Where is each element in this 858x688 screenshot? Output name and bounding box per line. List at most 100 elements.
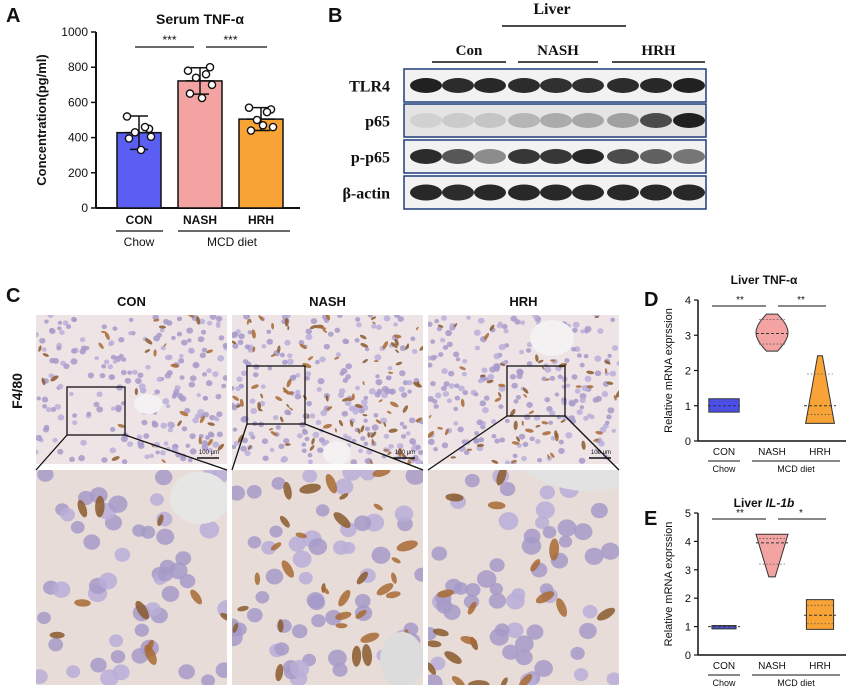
nucleus (441, 368, 448, 375)
group-label: Chow (124, 235, 155, 249)
stain-spot (277, 619, 284, 633)
stain-spot (494, 397, 502, 402)
nucleus (72, 413, 78, 418)
data-point (258, 120, 268, 130)
stain-spot (281, 560, 294, 578)
nucleus (57, 326, 62, 331)
stain-spot (42, 353, 49, 357)
stain-spot (277, 345, 281, 353)
nucleus (453, 406, 459, 412)
nucleus (441, 442, 449, 449)
stain-spot (369, 459, 373, 464)
nucleus (572, 321, 580, 328)
blot-row-label: TLR4 (349, 79, 390, 96)
nucleus (558, 535, 573, 548)
nucleus (448, 383, 455, 389)
nucleus (112, 326, 118, 331)
stain-spot (284, 443, 291, 446)
nucleus (301, 448, 307, 454)
nucleus (516, 373, 523, 380)
micro-bottom-nash (232, 470, 423, 685)
nucleus (59, 329, 65, 335)
stain-spot (419, 345, 423, 351)
nucleus (584, 547, 604, 565)
stain-spot (362, 358, 368, 364)
nucleus (101, 324, 107, 330)
nucleus (87, 372, 95, 379)
stain-spot (144, 349, 151, 353)
nucleus (428, 362, 433, 368)
stain-spot (351, 393, 355, 401)
tissue-layer (428, 470, 619, 685)
nucleus (173, 388, 180, 395)
nucleus (143, 433, 150, 439)
stain-spot (535, 591, 555, 604)
nucleus (440, 337, 446, 343)
stain-spot (537, 359, 544, 364)
nucleus (36, 434, 43, 442)
bar-hrh (238, 118, 284, 209)
stain-spot (98, 342, 104, 349)
stain-spot (322, 423, 333, 429)
nucleus (487, 373, 495, 380)
nucleus (453, 421, 459, 426)
group-label: Chow (712, 464, 736, 474)
nucleus (550, 435, 557, 441)
blot-band (540, 149, 572, 164)
stain-spot (450, 456, 456, 459)
tissue-layer (232, 470, 423, 685)
nucleus (307, 459, 313, 464)
chart-title: Liver TNF-α (731, 273, 798, 287)
x-tick-label: HRH (809, 447, 831, 458)
nucleus (466, 315, 471, 320)
nucleus (494, 438, 500, 444)
nucleus (498, 404, 504, 409)
nucleus (579, 405, 585, 410)
nucleus (238, 333, 245, 340)
blot-band (640, 113, 672, 128)
nucleus (167, 354, 173, 360)
nucleus (144, 454, 150, 460)
stain-spot (217, 443, 225, 451)
stain-spot (560, 419, 566, 423)
nucleus (454, 395, 461, 401)
nucleus (474, 345, 481, 351)
nucleus (188, 381, 196, 388)
nucleus (583, 354, 589, 359)
nucleus (48, 637, 64, 652)
stain-spot (251, 384, 259, 389)
nucleus (515, 635, 534, 653)
zoom-connector (304, 423, 424, 471)
nucleus (430, 355, 437, 361)
stain-spot (376, 583, 394, 596)
nucleus (307, 452, 313, 458)
chart-title-part: Liver (734, 496, 766, 510)
nucleus (354, 593, 371, 609)
nucleus (127, 370, 133, 375)
nucleus (288, 536, 306, 552)
stain-spot (373, 360, 379, 363)
nucleus (601, 391, 609, 398)
nucleus (112, 664, 130, 681)
group-con: Con (456, 43, 483, 59)
nucleus (198, 318, 206, 325)
significance-label: ** (736, 295, 744, 306)
nucleus (201, 372, 208, 377)
nucleus (521, 536, 542, 555)
nucleus (502, 644, 519, 660)
nucleus (489, 558, 505, 573)
stain-spot (362, 414, 368, 417)
nucleus (358, 448, 363, 454)
stain-spot (444, 428, 449, 436)
nucleus (310, 318, 318, 325)
nucleus (72, 420, 78, 426)
stain-spot (394, 338, 399, 346)
nucleus (244, 450, 251, 457)
nucleus (582, 604, 598, 619)
nucleus (580, 329, 585, 334)
stain-spot (428, 414, 432, 419)
nucleus (607, 407, 615, 414)
stain-spot (428, 662, 437, 675)
nucleus (269, 525, 283, 538)
stain-spot (325, 474, 338, 494)
